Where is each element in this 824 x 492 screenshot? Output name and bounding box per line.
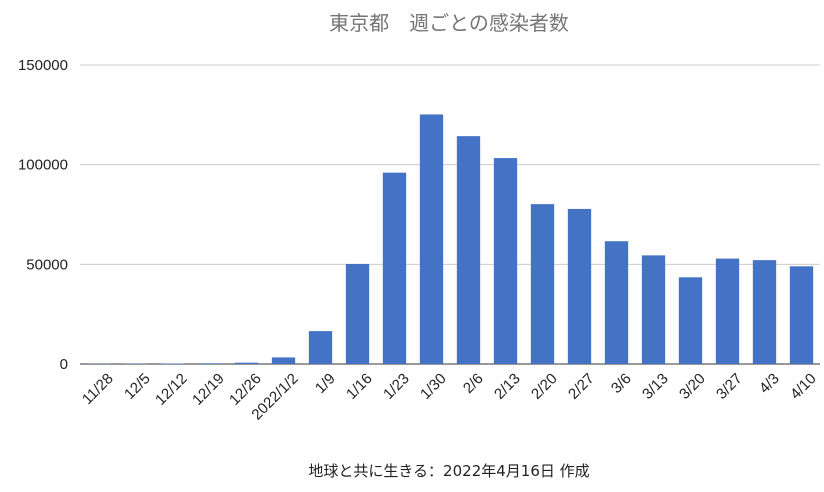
- x-tick-label: 4/3: [756, 370, 783, 397]
- gridlines: [80, 64, 820, 365]
- x-axis-label: 地球と共に生きる：2022年4月16日 作成: [308, 462, 589, 480]
- y-tick-label: 50000: [26, 256, 68, 273]
- x-tick-label: 3/6: [608, 370, 635, 397]
- bar: [789, 266, 814, 364]
- x-tick-label: 1/9: [312, 370, 339, 397]
- bar: [382, 172, 407, 364]
- x-tick-label: 12/5: [121, 370, 154, 403]
- x-tick-label: 3/27: [713, 370, 746, 403]
- bar: [456, 136, 481, 364]
- bar: [604, 241, 629, 364]
- x-tick-label: 3/20: [676, 370, 709, 403]
- x-tick-label: 12/19: [189, 370, 228, 409]
- bar: [308, 331, 333, 364]
- x-tick-label: 1/30: [417, 370, 450, 403]
- x-tick-label: 2/27: [565, 370, 598, 403]
- bar: [345, 263, 370, 364]
- y-tick-label: 100000: [18, 157, 68, 174]
- x-tick-label: 2/20: [528, 370, 561, 403]
- x-tick-label: 3/13: [639, 370, 672, 403]
- x-tick-label: 4/10: [787, 370, 820, 403]
- x-tick-label: 1/23: [380, 370, 413, 403]
- x-tick-label: 1/16: [343, 370, 376, 403]
- chart-title: 東京都 週ごとの感染者数: [329, 11, 569, 35]
- x-tick-label: 2/13: [491, 370, 524, 403]
- bar: [419, 114, 444, 365]
- y-axis-tick-labels: 0 50000 100000 150000: [18, 57, 68, 373]
- x-tick-label: 12/12: [152, 370, 191, 409]
- bar: [530, 204, 555, 364]
- x-tick-label: 11/28: [79, 370, 117, 408]
- bar: [715, 258, 740, 364]
- bar: [271, 357, 296, 364]
- bar: [234, 362, 259, 364]
- bar: [678, 277, 703, 364]
- y-tick-label: 0: [60, 356, 68, 373]
- bar: [493, 158, 518, 364]
- bar: [641, 255, 666, 364]
- y-tick-label: 150000: [18, 57, 68, 74]
- bar: [567, 208, 592, 364]
- bar: [197, 363, 222, 364]
- x-tick-label: 2/6: [460, 370, 487, 397]
- bar: [752, 260, 777, 364]
- bars: [86, 114, 814, 365]
